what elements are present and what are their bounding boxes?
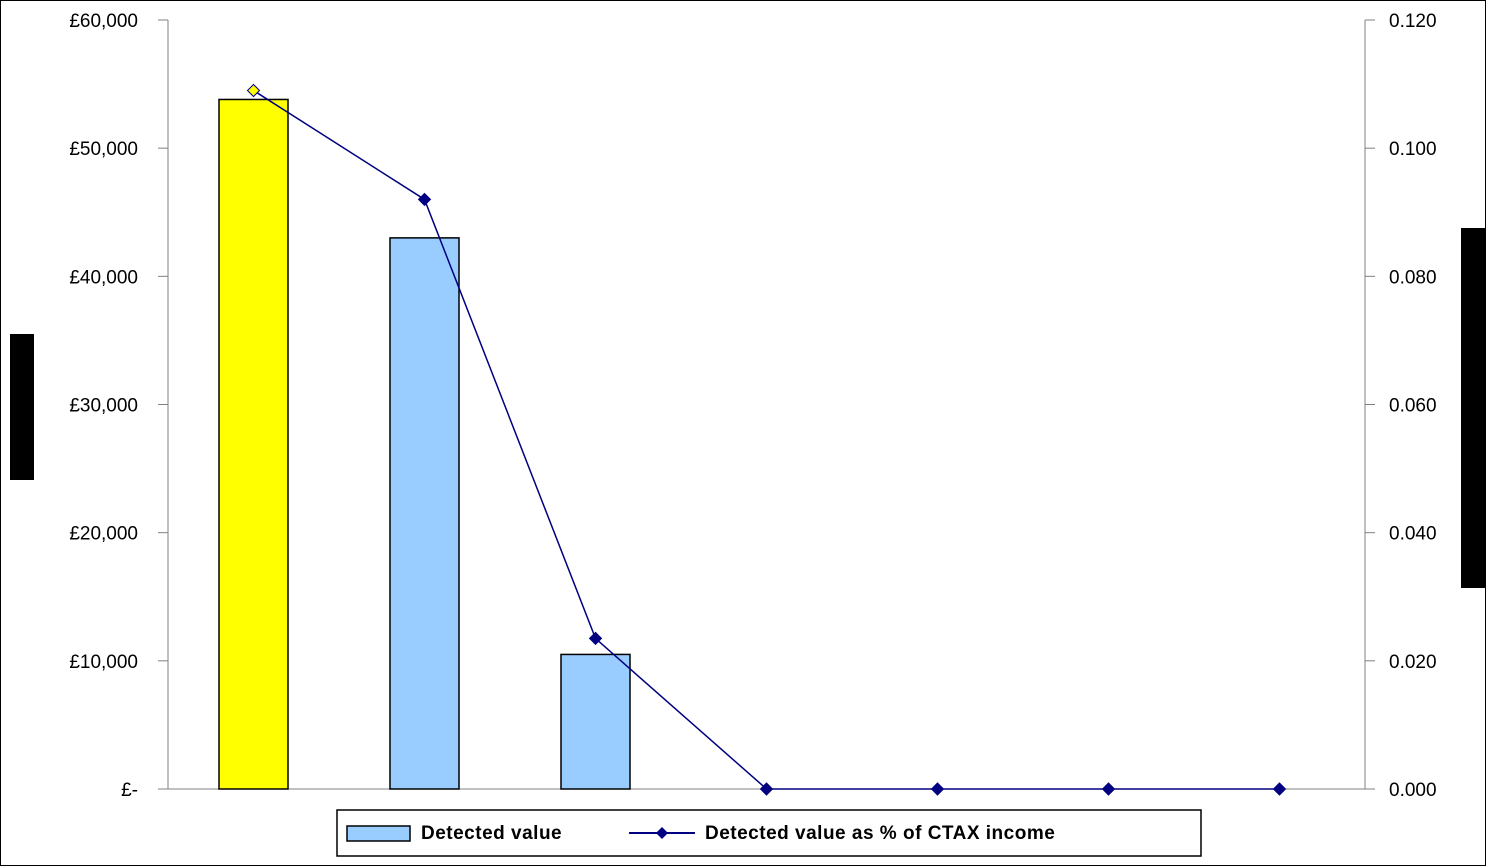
legend-label-bar: Detected value <box>421 823 562 844</box>
legend-label-line: Detected value as % of CTAX income <box>705 823 1055 844</box>
bar <box>218 98 289 790</box>
line-marker <box>1272 782 1287 796</box>
line-marker <box>588 631 603 646</box>
axes-layer: £- £10,000 £20,000 £30,000 £40,000 £50,000 £60… <box>69 11 1436 801</box>
line-marker <box>246 83 261 98</box>
y-right-tick-label: 0.060 <box>1389 396 1437 417</box>
line-marker <box>1101 782 1116 796</box>
y-left-tick-label: £50,000 <box>69 139 138 160</box>
redaction-left <box>10 334 34 480</box>
bar <box>560 653 631 790</box>
y-right-tick-label: 0.100 <box>1389 139 1437 160</box>
legend: Detected value Detected value as % of CT… <box>336 809 1202 857</box>
line-marker <box>930 782 945 796</box>
y-left-tick-label: £20,000 <box>69 524 138 545</box>
line-marker <box>759 782 774 796</box>
y-right-tick-label: 0.000 <box>1389 780 1437 801</box>
y-left-tick-label: £- <box>121 780 138 801</box>
y-left-tick-label: £30,000 <box>69 396 138 417</box>
y-right-tick-label: 0.020 <box>1389 652 1437 673</box>
y-left-tick-label: £60,000 <box>69 11 138 32</box>
legend-box <box>336 809 1202 857</box>
legend-swatch-bar <box>346 825 411 842</box>
legend-swatch-marker <box>656 827 668 839</box>
y-right-tick-label: 0.120 <box>1389 11 1437 32</box>
bar <box>389 237 460 790</box>
bars-layer <box>218 98 631 790</box>
line-layer <box>246 83 1287 796</box>
redaction-right <box>1461 228 1486 588</box>
y-left-tick-label: £40,000 <box>69 267 138 288</box>
y-left-tick-label: £10,000 <box>69 652 138 673</box>
line-marker <box>417 192 432 207</box>
y-right-tick-label: 0.080 <box>1389 267 1437 288</box>
y-right-tick-label: 0.040 <box>1389 524 1437 545</box>
